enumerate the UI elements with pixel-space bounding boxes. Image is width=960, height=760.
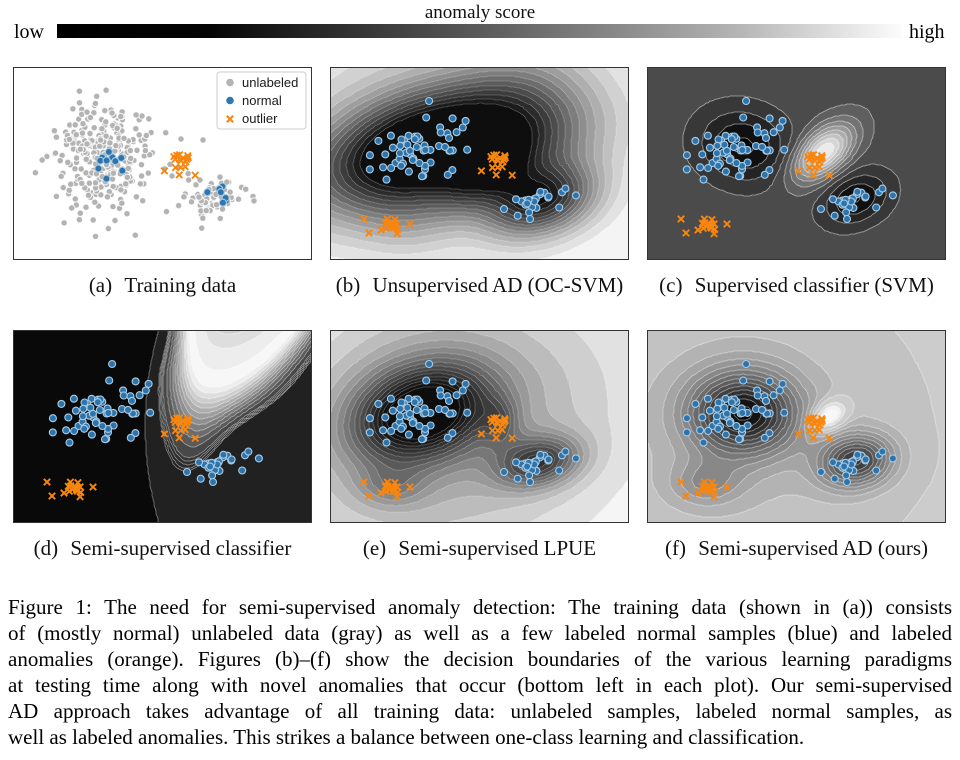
svg-text:normal: normal [242, 93, 282, 108]
svg-text:outlier: outlier [242, 111, 278, 126]
svg-text:unlabeled: unlabeled [242, 75, 298, 90]
